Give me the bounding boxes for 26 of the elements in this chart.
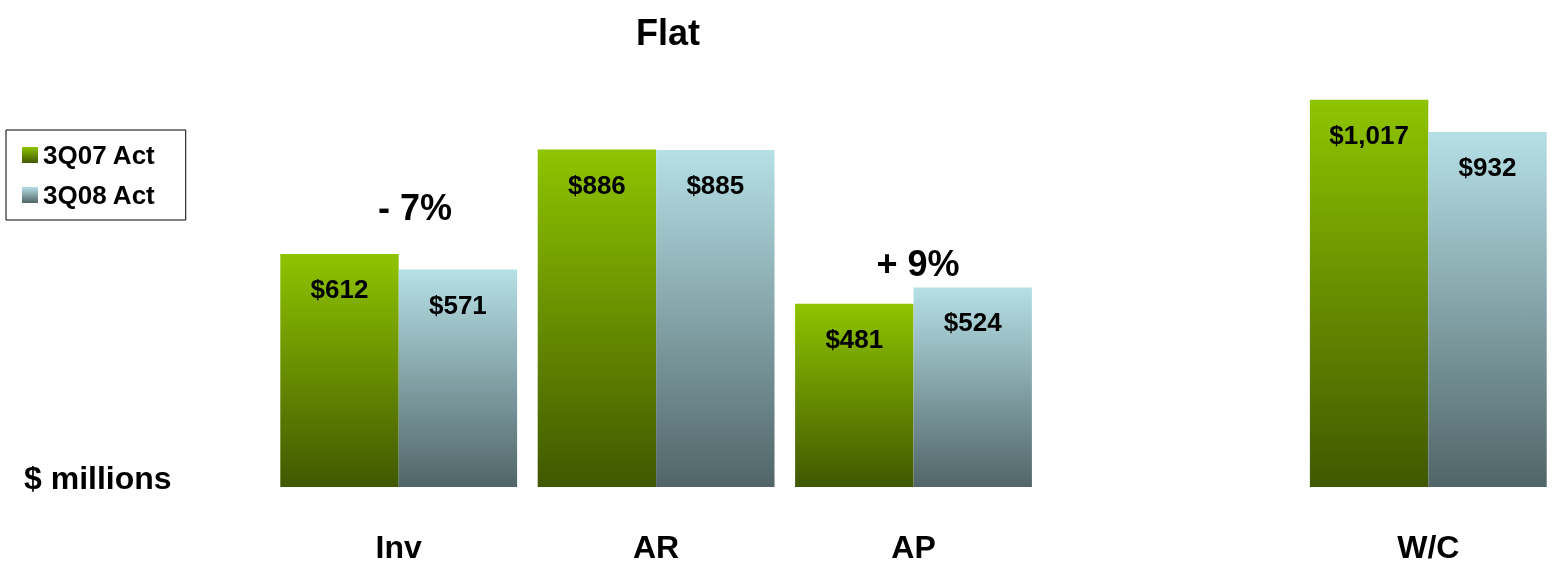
data-label: $932 (1458, 152, 1517, 183)
bar (913, 287, 1032, 487)
data-label: $481 (825, 323, 884, 354)
data-label: $612 (310, 273, 369, 304)
bar (656, 149, 775, 487)
x-tick-label: W/C (1397, 529, 1460, 565)
bar (795, 303, 914, 487)
legend-label: 3Q07 Act (43, 140, 156, 170)
y-axis-title: $ millions (24, 460, 172, 496)
x-tick-label: Inv (375, 529, 423, 565)
bar (537, 149, 657, 487)
data-label: $885 (686, 169, 745, 200)
data-label: $524 (943, 307, 1003, 338)
x-tick-label: AR (632, 529, 680, 565)
data-label: $886 (567, 169, 626, 200)
legend-label: 3Q08 Act (43, 180, 156, 210)
data-label: $1,017 (1329, 119, 1409, 150)
annotation: + 9% (876, 242, 960, 284)
bar (280, 253, 399, 487)
annotation: - 7% (377, 186, 453, 228)
bar (1309, 99, 1429, 487)
text: Flat (635, 11, 701, 53)
bar (1428, 132, 1547, 487)
data-label: $571 (428, 289, 487, 320)
bar (398, 269, 518, 487)
x-tick-label: AP (891, 529, 936, 565)
